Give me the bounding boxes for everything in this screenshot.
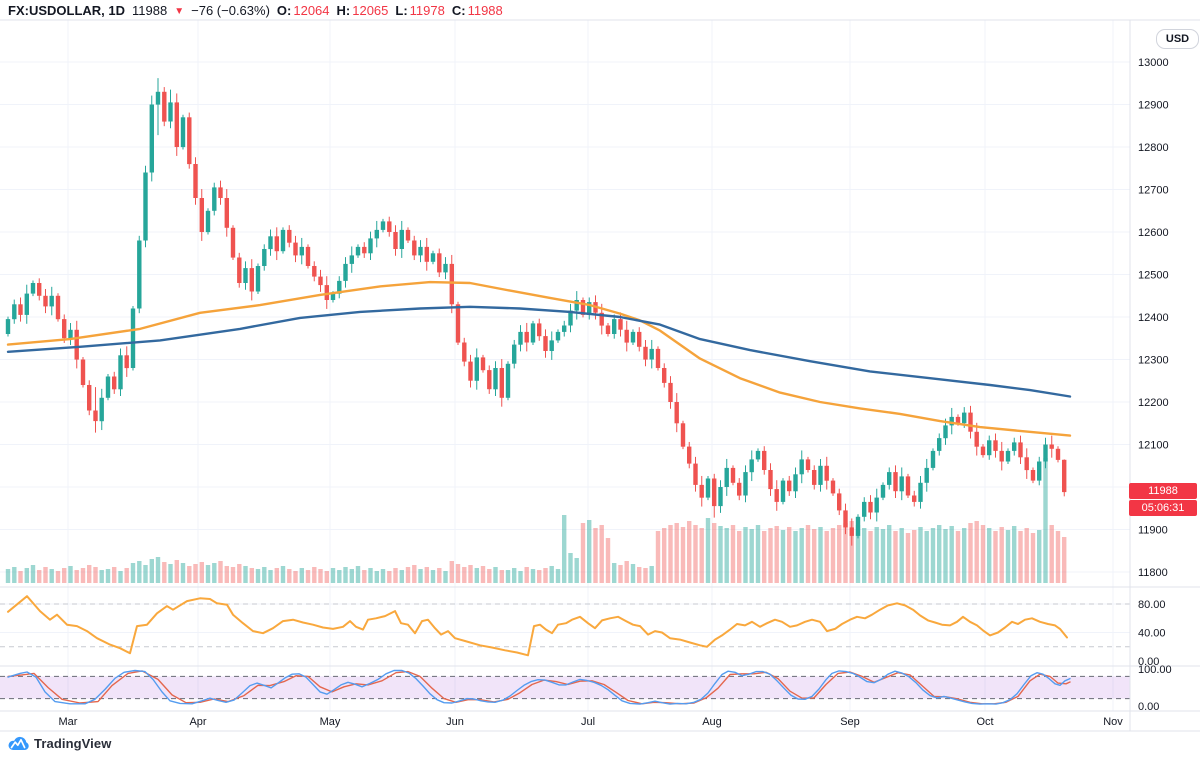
svg-text:Jun: Jun <box>446 716 464 728</box>
timeframe-label[interactable]: 1D <box>108 3 126 18</box>
symbol-label: FX:USDOLLAR, <box>8 3 105 18</box>
svg-text:May: May <box>320 716 341 728</box>
svg-text:12600: 12600 <box>1138 227 1169 239</box>
tradingview-logo[interactable]: TradingView <box>7 735 111 751</box>
svg-text:0.00: 0.00 <box>1138 701 1159 713</box>
tradingview-cloud-icon <box>8 736 29 751</box>
low-label: L: <box>395 3 408 18</box>
open-label: O: <box>276 3 292 18</box>
time-axis-labels: Mar Apr May Jun Jul Aug Sep Oct Nov <box>59 716 1124 728</box>
symbol-header: FX:USDOLLAR, 1D 11988 ▼ −76 (−0.63%) O: 1… <box>8 3 503 18</box>
rsi-pane <box>0 595 1130 657</box>
close-number: 11988 <box>467 3 503 18</box>
svg-text:12900: 12900 <box>1138 100 1169 112</box>
svg-text:11900: 11900 <box>1138 525 1168 537</box>
svg-text:11800: 11800 <box>1138 567 1168 579</box>
grid-lines <box>0 20 1130 711</box>
svg-text:12300: 12300 <box>1138 355 1169 367</box>
stochastic-pane <box>0 669 1130 705</box>
high-label: H: <box>336 3 351 18</box>
svg-text:Aug: Aug <box>702 716 722 728</box>
svg-text:40.00: 40.00 <box>1138 628 1166 640</box>
low-value: L: 11978 <box>395 3 444 18</box>
svg-text:12700: 12700 <box>1138 185 1169 197</box>
svg-text:Nov: Nov <box>1103 716 1123 728</box>
volume-series <box>5 458 1067 583</box>
stoch-axis-labels: 100.00 0.00 <box>1138 664 1172 713</box>
svg-text:0.00: 0.00 <box>1138 656 1159 668</box>
rsi-axis-labels: 80.00 40.00 0.00 <box>1138 599 1166 668</box>
pane-borders <box>0 19 1200 732</box>
tradingview-wordmark: TradingView <box>34 735 112 751</box>
svg-text:12100: 12100 <box>1138 440 1169 452</box>
candlestick-series <box>5 78 1067 546</box>
moving-averages <box>6 280 1072 437</box>
svg-text:100.00: 100.00 <box>1138 664 1172 676</box>
last-price: 11988 <box>132 3 168 18</box>
svg-text:12200: 12200 <box>1138 397 1169 409</box>
high-number: 12065 <box>352 3 389 18</box>
close-label: C: <box>451 3 466 18</box>
svg-text:12800: 12800 <box>1138 142 1169 154</box>
svg-text:12400: 12400 <box>1138 312 1169 324</box>
bar-countdown-tag: 05:06:31 <box>1129 500 1197 516</box>
svg-text:Sep: Sep <box>840 716 860 728</box>
svg-text:Apr: Apr <box>189 716 206 728</box>
symbol-name[interactable]: FX:USDOLLAR, 1D <box>8 3 125 18</box>
open-number: 12064 <box>293 3 330 18</box>
down-arrow-icon: ▼ <box>174 6 185 17</box>
high-value: H: 12065 <box>337 3 389 18</box>
last-price-tag: 11988 <box>1129 483 1197 499</box>
svg-text:13000: 13000 <box>1138 57 1169 69</box>
open-value: O: 12064 <box>277 3 330 18</box>
svg-text:80.00: 80.00 <box>1138 599 1166 611</box>
svg-text:12500: 12500 <box>1138 270 1169 282</box>
currency-button[interactable]: USD <box>1156 29 1199 49</box>
svg-text:Oct: Oct <box>976 716 993 728</box>
svg-text:Mar: Mar <box>59 716 78 728</box>
close-value: C: 11988 <box>452 3 503 18</box>
svg-text:Jul: Jul <box>581 716 595 728</box>
price-change: −76 (−0.63%) <box>191 3 270 18</box>
low-number: 11978 <box>409 3 445 18</box>
